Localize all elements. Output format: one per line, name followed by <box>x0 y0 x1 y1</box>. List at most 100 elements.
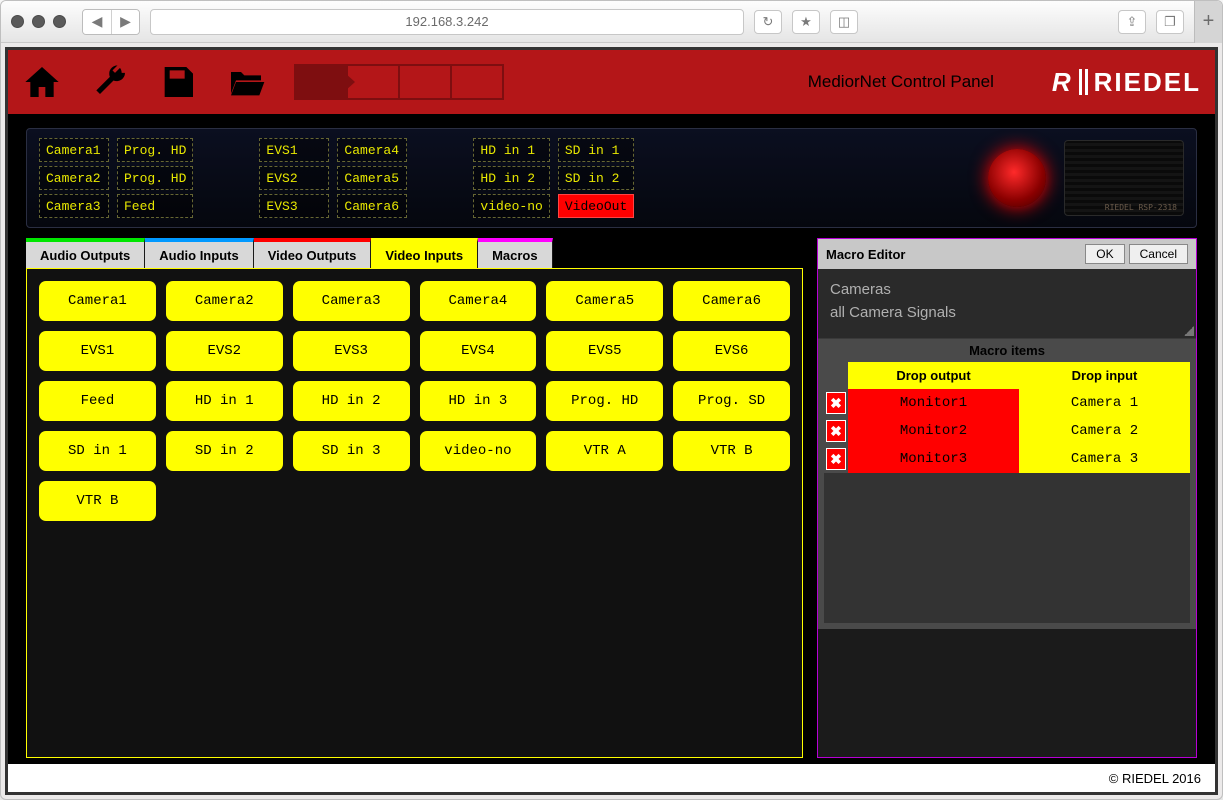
source-chip[interactable]: Camera1 <box>39 281 156 321</box>
nav-forward-button[interactable]: ▶ <box>111 10 139 34</box>
display-cell[interactable]: video-no <box>473 194 549 218</box>
macro-desc-text: all Camera Signals <box>830 302 1184 325</box>
macro-item-row: ✖Monitor3Camera 3 <box>824 445 1190 473</box>
source-grid-wrap: Camera1Camera2Camera3Camera4Camera5Camer… <box>26 268 803 758</box>
macro-ok-button[interactable]: OK <box>1085 244 1124 264</box>
source-chip[interactable]: HD in 1 <box>166 381 283 421</box>
macro-editor-panel: Macro Editor OK Cancel Cameras all Camer… <box>817 238 1197 758</box>
rotary-knob[interactable] <box>988 149 1046 207</box>
macro-item-delete-button[interactable]: ✖ <box>826 420 846 442</box>
tab-audio-outputs[interactable]: Audio Outputs <box>26 238 145 268</box>
browser-window: ◀ ▶ 192.168.3.242 ↻ ★ ◫ ⇪ ❐ + <box>0 0 1223 800</box>
app-frame: MediorNet Control Panel R RIEDEL Camera1… <box>5 47 1218 795</box>
display-bank-3: HD in 1 SD in 1 HD in 2 SD in 2 video-no Vide… <box>473 138 634 218</box>
copyright-text: © RIEDEL 2016 <box>1109 771 1201 786</box>
source-chip[interactable]: HD in 2 <box>293 381 410 421</box>
source-chip[interactable]: SD in 2 <box>166 431 283 471</box>
address-bar[interactable]: 192.168.3.242 <box>150 9 744 35</box>
macro-editor-title: Macro Editor <box>826 247 905 262</box>
macro-item-delete-button[interactable]: ✖ <box>826 392 846 414</box>
macro-item-delete-button[interactable]: ✖ <box>826 448 846 470</box>
display-cell[interactable]: VideoOut <box>558 194 634 218</box>
share-icon[interactable]: ⇪ <box>1118 10 1146 34</box>
window-zoom-icon[interactable] <box>53 15 66 28</box>
macro-item-input[interactable]: Camera 2 <box>1019 417 1190 445</box>
display-cell[interactable]: EVS2 <box>259 166 329 190</box>
source-chip[interactable]: Prog. SD <box>673 381 790 421</box>
nav-back-button[interactable]: ◀ <box>83 10 111 34</box>
display-cell[interactable]: HD in 1 <box>473 138 549 162</box>
brand-logo: R RIEDEL <box>1052 67 1201 98</box>
display-cell[interactable]: Camera2 <box>39 166 109 190</box>
window-close-icon[interactable] <box>11 15 24 28</box>
tab-video-inputs[interactable]: Video Inputs <box>371 238 478 268</box>
source-chip[interactable]: VTR A <box>546 431 663 471</box>
hardware-panel: Camera1 Prog. HD Camera2 Prog. HD Camera3 Fee… <box>26 128 1197 228</box>
tabs-icon[interactable]: ❐ <box>1156 10 1184 34</box>
source-chip[interactable]: VTR B <box>39 481 156 521</box>
source-chip[interactable]: VTR B <box>673 431 790 471</box>
macro-dropzone[interactable] <box>824 473 1190 623</box>
display-cell[interactable]: Camera6 <box>337 194 407 218</box>
source-chip[interactable]: Camera6 <box>673 281 790 321</box>
source-chip[interactable]: SD in 3 <box>293 431 410 471</box>
routing-icon[interactable] <box>294 64 504 100</box>
macro-description-input[interactable]: Cameras all Camera Signals <box>818 269 1196 339</box>
window-minimize-icon[interactable] <box>32 15 45 28</box>
wrench-icon[interactable] <box>90 62 130 102</box>
tab-macros[interactable]: Macros <box>478 238 553 268</box>
source-chip[interactable]: video-no <box>420 431 537 471</box>
home-icon[interactable] <box>22 62 62 102</box>
source-chip[interactable]: Camera4 <box>420 281 537 321</box>
source-chip[interactable]: EVS4 <box>420 331 537 371</box>
display-cell[interactable]: Prog. HD <box>117 138 193 162</box>
sidebar-icon[interactable]: ◫ <box>830 10 858 34</box>
tab-video-outputs[interactable]: Video Outputs <box>254 238 372 268</box>
display-cell[interactable]: SD in 2 <box>558 166 634 190</box>
save-icon[interactable] <box>158 62 198 102</box>
brand-text: RIEDEL <box>1094 67 1201 98</box>
display-cell[interactable]: Prog. HD <box>117 166 193 190</box>
macro-item-input[interactable]: Camera 3 <box>1019 445 1190 473</box>
source-chip[interactable]: EVS6 <box>673 331 790 371</box>
macro-items-title: Macro items <box>818 339 1196 362</box>
favorites-icon[interactable]: ★ <box>792 10 820 34</box>
source-grid: Camera1Camera2Camera3Camera4Camera5Camer… <box>39 281 790 521</box>
folder-open-icon[interactable] <box>226 62 266 102</box>
category-tabs: Audio OutputsAudio InputsVideo OutputsVi… <box>26 238 803 268</box>
macro-item-input[interactable]: Camera 1 <box>1019 389 1190 417</box>
source-chip[interactable]: SD in 1 <box>39 431 156 471</box>
display-cell[interactable]: Camera5 <box>337 166 407 190</box>
display-bank-2: EVS1 Camera4 EVS2 Camera5 EVS3 Camera6 <box>259 138 407 218</box>
new-tab-button[interactable]: + <box>1194 1 1222 43</box>
app-footer: © RIEDEL 2016 <box>8 764 1215 792</box>
source-chip[interactable]: EVS5 <box>546 331 663 371</box>
source-chip[interactable]: Feed <box>39 381 156 421</box>
speaker-grille: RIEDEL RSP-2318 <box>1064 140 1184 216</box>
macro-item-output[interactable]: Monitor2 <box>848 417 1019 445</box>
source-chip[interactable]: EVS2 <box>166 331 283 371</box>
display-cell[interactable]: SD in 1 <box>558 138 634 162</box>
source-chip[interactable]: Camera3 <box>293 281 410 321</box>
display-cell[interactable]: Camera3 <box>39 194 109 218</box>
source-chip[interactable]: EVS3 <box>293 331 410 371</box>
browser-titlebar: ◀ ▶ 192.168.3.242 ↻ ★ ◫ ⇪ ❐ + <box>1 1 1222 43</box>
display-cell[interactable]: EVS1 <box>259 138 329 162</box>
display-cell[interactable]: Camera4 <box>337 138 407 162</box>
display-cell[interactable]: HD in 2 <box>473 166 549 190</box>
reader-icon[interactable]: ↻ <box>754 10 782 34</box>
source-panel: Audio OutputsAudio InputsVideo OutputsVi… <box>26 238 803 758</box>
tab-audio-inputs[interactable]: Audio Inputs <box>145 238 253 268</box>
source-chip[interactable]: HD in 3 <box>420 381 537 421</box>
macro-col-input: Drop input <box>1019 362 1190 389</box>
source-chip[interactable]: Camera5 <box>546 281 663 321</box>
display-cell[interactable]: Feed <box>117 194 193 218</box>
source-chip[interactable]: EVS1 <box>39 331 156 371</box>
macro-cancel-button[interactable]: Cancel <box>1129 244 1188 264</box>
source-chip[interactable]: Camera2 <box>166 281 283 321</box>
display-cell[interactable]: EVS3 <box>259 194 329 218</box>
macro-item-output[interactable]: Monitor1 <box>848 389 1019 417</box>
macro-item-output[interactable]: Monitor3 <box>848 445 1019 473</box>
source-chip[interactable]: Prog. HD <box>546 381 663 421</box>
display-cell[interactable]: Camera1 <box>39 138 109 162</box>
